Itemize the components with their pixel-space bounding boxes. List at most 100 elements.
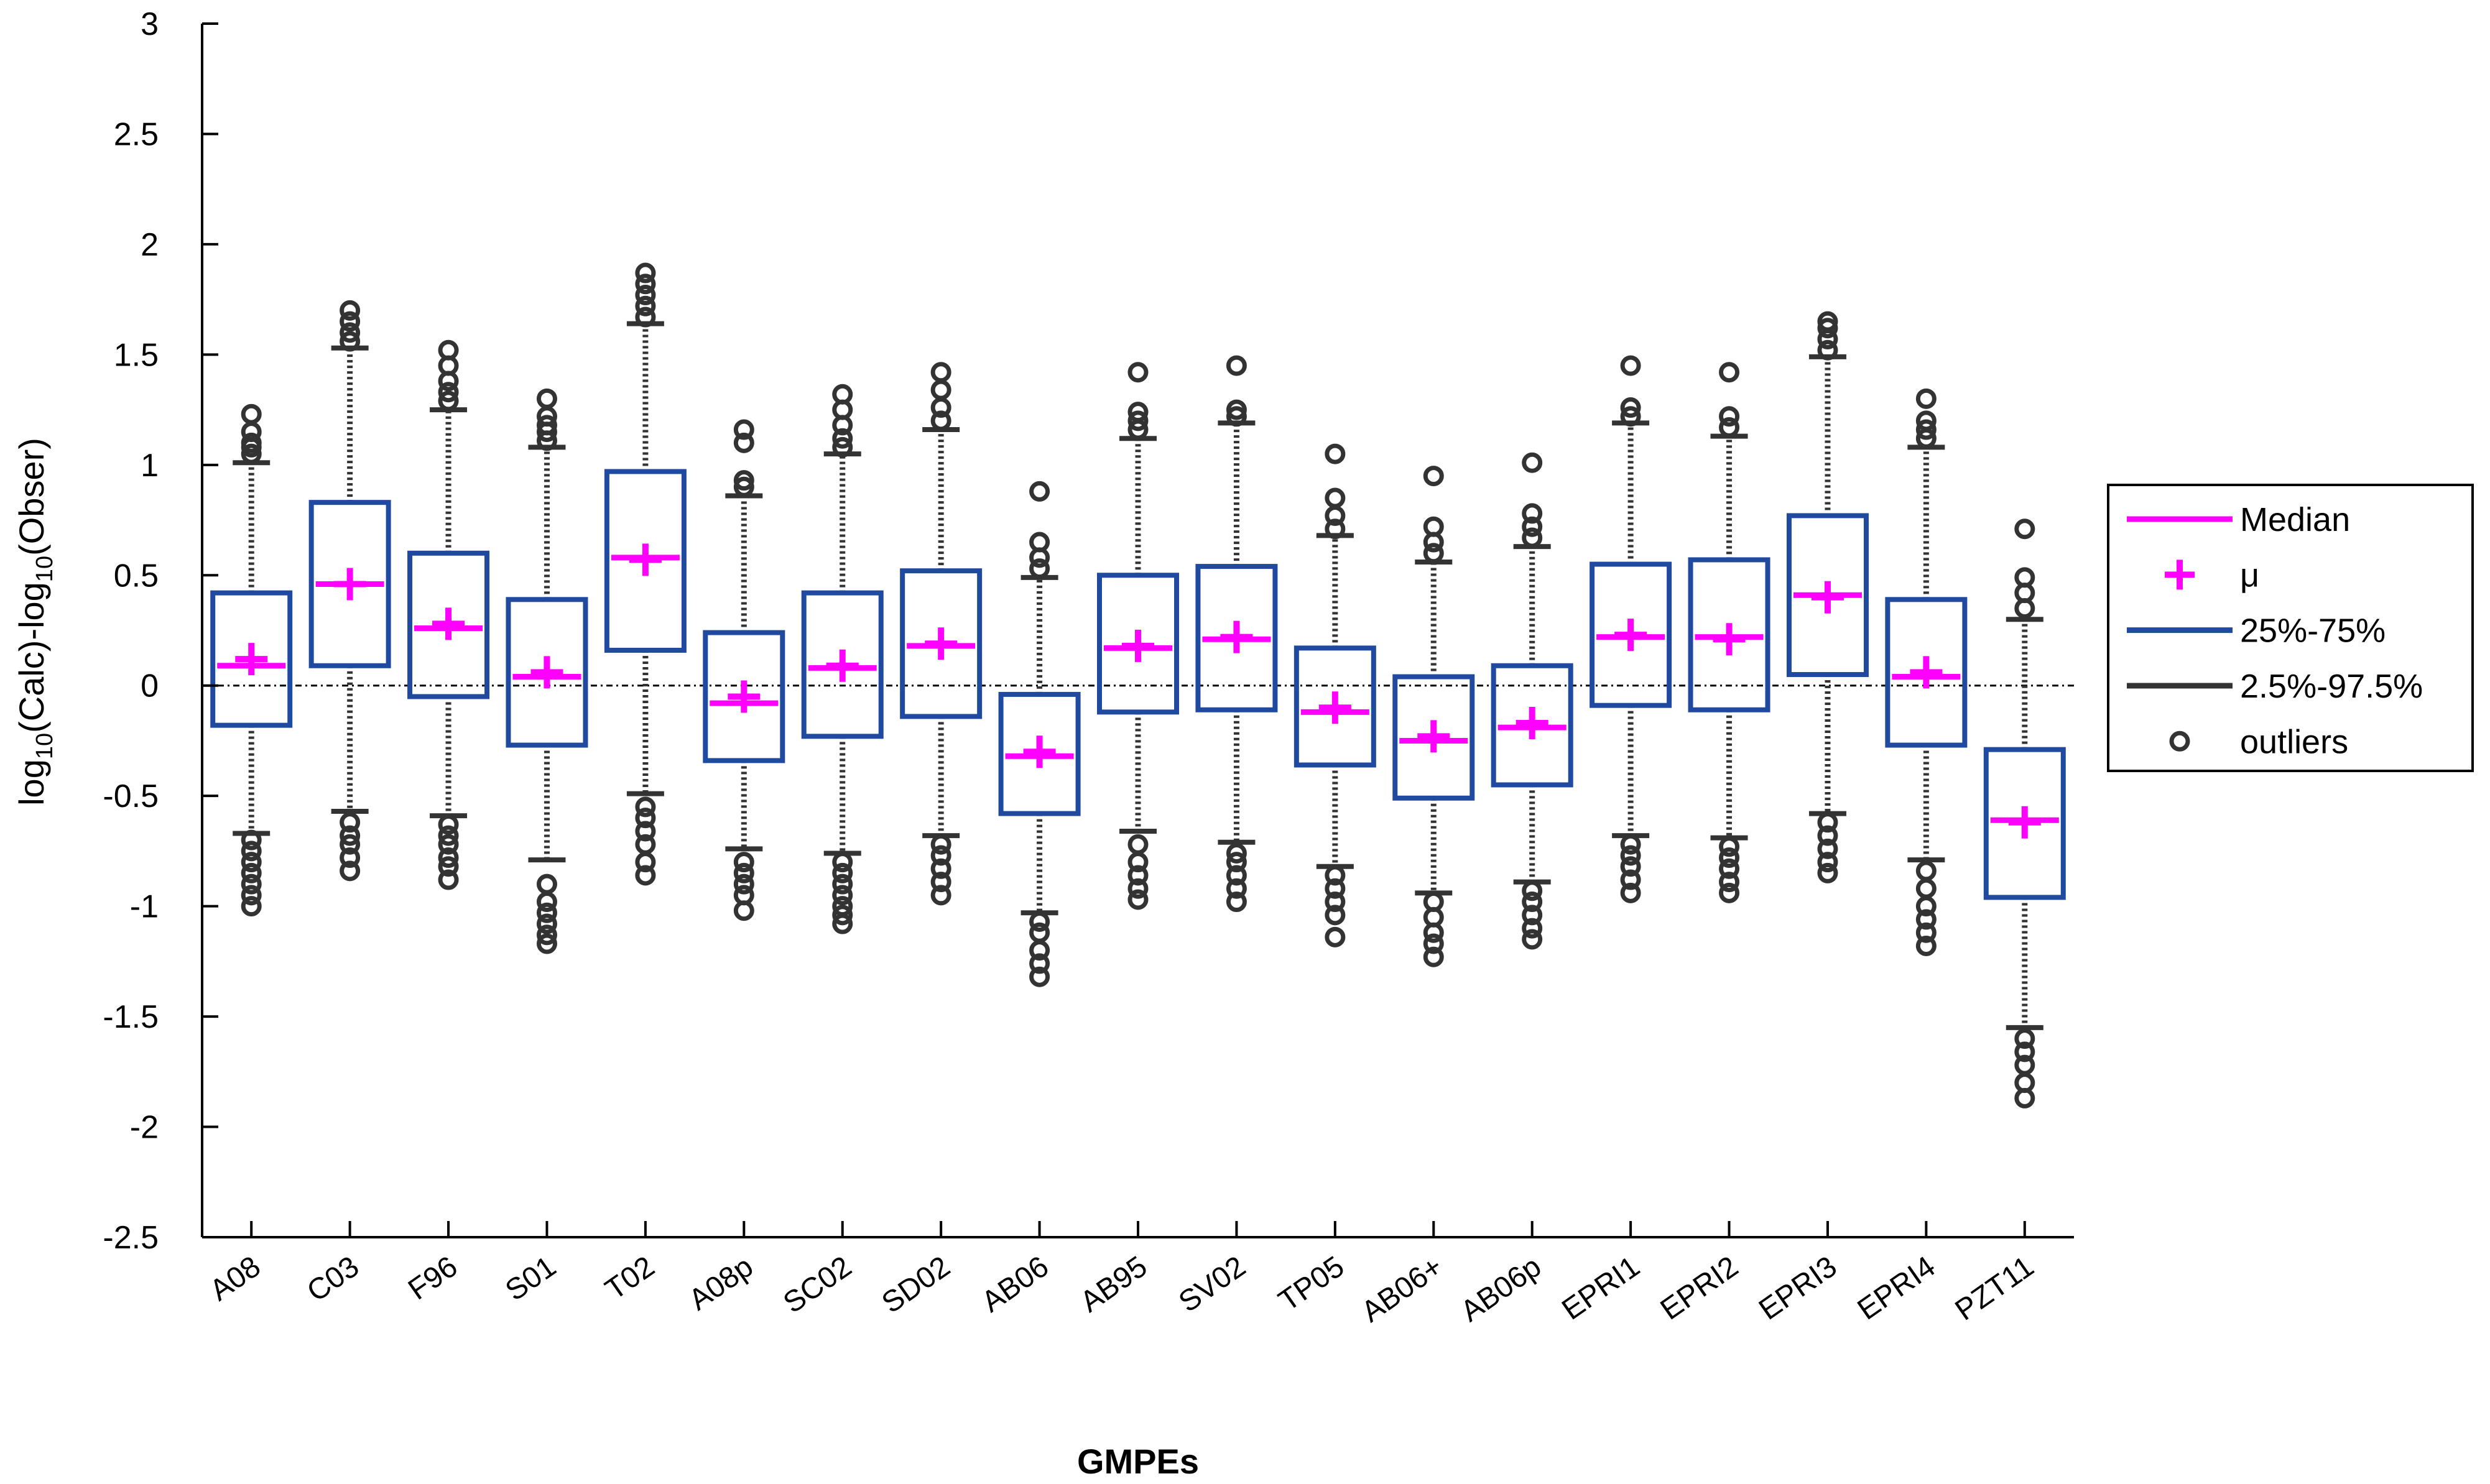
outlier-point (635, 821, 656, 842)
outlier-point (1620, 856, 1641, 877)
y-axis-label: log10(Calc)-log10(Obser) (12, 438, 58, 806)
outlier-point (340, 860, 361, 882)
x-tick-label: AB95 (1075, 1250, 1154, 1319)
outlier-point (1915, 896, 1937, 917)
box-group-ab06 (998, 481, 1081, 987)
outlier-point (1127, 402, 1149, 423)
outlier-point (832, 436, 853, 458)
outlier-point (1817, 825, 1838, 846)
box-group-a08 (210, 403, 293, 917)
outlier-point (1719, 882, 1740, 903)
outlier-point (1719, 406, 1740, 427)
outlier-point (1915, 922, 1937, 943)
iqr-box (1590, 561, 1672, 708)
outlier-point (1620, 406, 1641, 427)
boxes-layer (210, 262, 2066, 1108)
x-tick-label: SC02 (777, 1250, 858, 1320)
iqr-box (1885, 597, 1968, 748)
outlier-point (1226, 355, 1247, 376)
outlier-point (832, 873, 853, 895)
iqr-box (1786, 513, 1869, 677)
outlier-point (1817, 838, 1838, 859)
x-tick-label: C03 (301, 1250, 365, 1309)
x-tick-label: S01 (499, 1250, 562, 1307)
outlier-point (340, 825, 361, 846)
outlier-point (1719, 847, 1740, 869)
box-group-epri2 (1688, 362, 1770, 903)
outlier-point (832, 913, 853, 934)
y-tick-label: 0.5 (114, 558, 159, 594)
outlier-point (1915, 388, 1937, 409)
outlier-point (1522, 527, 1543, 548)
outlier-point (1127, 362, 1149, 383)
outlier-point (340, 812, 361, 833)
outlier-point (635, 274, 656, 295)
outlier-point (1226, 878, 1247, 899)
outlier-point (1127, 865, 1149, 886)
y-tick-label: 0 (141, 668, 159, 704)
outlier-point (1029, 940, 1050, 961)
outlier-point (930, 379, 951, 400)
outlier-point (241, 403, 262, 425)
outlier-point (1620, 869, 1641, 890)
x-tick-label: SD02 (876, 1250, 956, 1320)
outlier-point (1029, 966, 1050, 987)
box-group-ab06p (1491, 452, 1573, 950)
outlier-point (241, 862, 262, 883)
box-group-ab06+ (1392, 466, 1475, 967)
outlier-point (1325, 443, 1346, 464)
y-tick-label: -1.5 (103, 999, 159, 1035)
outlier-point (1127, 878, 1149, 899)
y-tick-label: 3 (141, 6, 159, 42)
outlier-point (1915, 936, 1937, 957)
outlier-point (1915, 419, 1937, 440)
outlier-point (241, 443, 262, 464)
iqr-box (407, 550, 490, 699)
outlier-point (733, 852, 754, 873)
legend-label: 2.5%-97.5% (2240, 668, 2423, 705)
outlier-point (241, 852, 262, 873)
outlier-point (1325, 892, 1346, 913)
box-group-sc02 (801, 384, 884, 934)
outlier-point (536, 902, 557, 923)
outlier-point (1423, 543, 1444, 564)
outlier-point (832, 384, 853, 405)
outlier-point (1029, 922, 1050, 943)
outlier-point (2014, 567, 2035, 588)
outlier-point (1522, 880, 1543, 901)
outlier-point (1226, 852, 1247, 873)
outlier-point (438, 825, 459, 846)
outlier-point (1423, 933, 1444, 954)
outlier-point (930, 858, 951, 879)
iqr-box (1688, 557, 1770, 712)
y-tick-label: -2.5 (103, 1220, 159, 1256)
outlier-point (1915, 410, 1937, 431)
outlier-point (536, 873, 557, 895)
box-group-a08p (703, 419, 785, 921)
outlier-point (930, 872, 951, 893)
iqr-box (210, 590, 293, 728)
iqr-box (998, 691, 1081, 816)
outlier-point (536, 913, 557, 934)
outlier-point (536, 388, 557, 409)
outlier-point (832, 885, 853, 906)
outlier-point (733, 862, 754, 883)
outlier-point (1226, 865, 1247, 886)
outlier-point (635, 295, 656, 316)
legend-entry-0: Median (2127, 501, 2350, 538)
legend-label: μ (2240, 556, 2259, 594)
legend-entry-1: μ (2165, 556, 2259, 594)
outlier-point (241, 896, 262, 917)
outlier-point (930, 410, 951, 431)
x-tick-label: A08p (683, 1250, 759, 1317)
y-tick-label: 2.5 (114, 116, 159, 152)
box-group-s01 (506, 388, 588, 954)
outlier-point (1325, 487, 1346, 509)
outlier-point (1522, 918, 1543, 939)
outlier-point (241, 873, 262, 895)
outlier-point (1226, 892, 1247, 913)
box-group-f96 (407, 339, 490, 890)
y-label-part: (Obser) (12, 438, 51, 556)
outlier-point (2014, 1028, 2035, 1049)
box-group-epri1 (1590, 355, 1672, 903)
